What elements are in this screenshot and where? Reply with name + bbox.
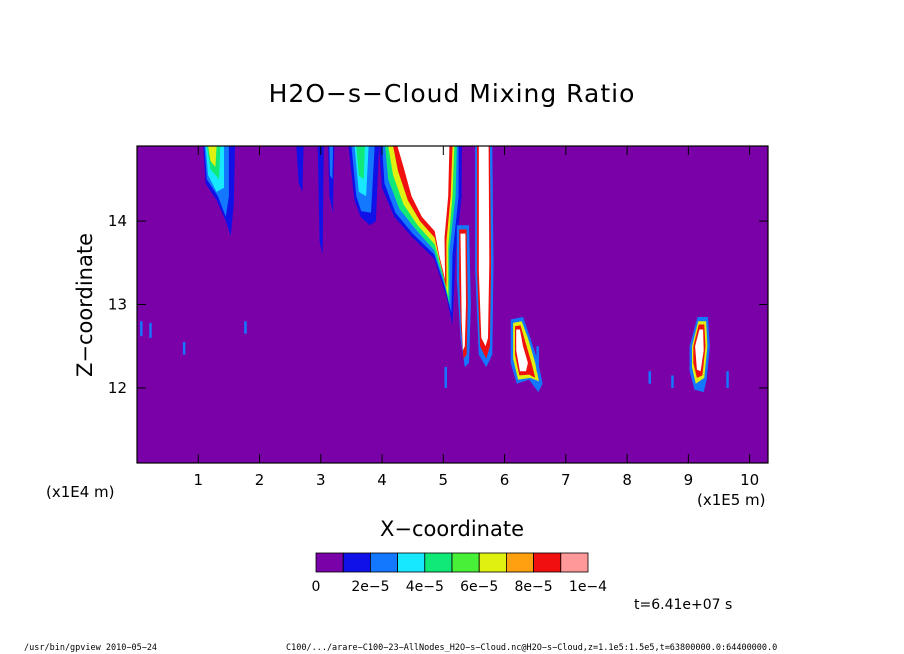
- contour-speck: [140, 321, 143, 337]
- contour-speck: [149, 322, 152, 338]
- colorbar-swatch: [342, 552, 371, 573]
- footer-left: /usr/bin/gpview 2010−05−24: [24, 643, 157, 653]
- colorbar-label: 6e−5: [460, 579, 498, 595]
- contour-level-max: [397, 146, 450, 280]
- contour-speck: [244, 321, 247, 334]
- colorbar-label: 1e−4: [569, 579, 607, 595]
- x-tick-label: 10: [740, 471, 759, 489]
- y-tick-label: 14: [108, 212, 127, 230]
- colorbar-swatch: [397, 552, 426, 573]
- colorbar-swatch: [315, 552, 344, 573]
- x-unit-label: (x1E5 m): [697, 491, 766, 509]
- x-axis: 1 2 3 4 5 6 7 8 9 10: [193, 146, 759, 489]
- x-tick-label: 2: [255, 471, 265, 489]
- contour-level-max: [695, 329, 704, 372]
- contour-level-max: [478, 146, 490, 347]
- colorbar-label: 2e−5: [351, 579, 389, 595]
- contour-level: [329, 146, 333, 180]
- y-tick-label: 13: [108, 296, 127, 314]
- colorbar-label: 0: [312, 579, 321, 595]
- contour-level-max: [516, 329, 528, 372]
- x-tick-label: 4: [377, 471, 387, 489]
- x-axis-title: X−coordinate: [380, 517, 524, 541]
- contour-speck: [671, 375, 674, 388]
- footer-right: C100/.../arare−C100−23−AllNodes_H2O−s−Cl…: [286, 643, 777, 653]
- contour-level: [356, 146, 365, 180]
- contour-speck: [444, 367, 447, 388]
- contour-level: [328, 146, 335, 213]
- colorbar-swatch: [451, 552, 480, 573]
- contour-level: [296, 146, 304, 192]
- contour-fills: [140, 146, 729, 393]
- colorbar-swatch: [424, 552, 453, 573]
- contour-level: [317, 146, 324, 255]
- contour-speck: [648, 371, 651, 384]
- colorbar-label: 8e−5: [515, 579, 553, 595]
- colorbar-swatch: [505, 552, 534, 573]
- x-tick-label: 6: [500, 471, 510, 489]
- x-tick-label: 5: [439, 471, 449, 489]
- contour-speck: [182, 342, 186, 355]
- contour-speck: [726, 371, 729, 388]
- y-unit-label: (x1E4 m): [46, 483, 115, 501]
- contour-speck: [536, 346, 539, 372]
- colorbar-swatch: [560, 552, 589, 573]
- colorbar: 0 2e−5 4e−5 6e−5 8e−5 1e−4: [312, 552, 607, 595]
- contour-level-max: [460, 233, 466, 351]
- chart-title: H2O−s−Cloud Mixing Ratio: [269, 79, 636, 108]
- x-tick-label: 8: [622, 471, 632, 489]
- x-tick-label: 9: [684, 471, 694, 489]
- contour-level: [208, 146, 217, 167]
- colorbar-label: 4e−5: [406, 579, 444, 595]
- x-tick-label: 3: [316, 471, 326, 489]
- colorbar-swatch: [533, 552, 562, 573]
- colorbar-swatch: [369, 552, 398, 573]
- x-tick-label: 7: [561, 471, 571, 489]
- y-tick-label: 12: [108, 379, 127, 397]
- y-axis: 12 13 14: [108, 212, 768, 397]
- y-axis-title: Z−coordinate: [73, 233, 97, 377]
- time-annotation: t=6.41e+07 s: [634, 597, 732, 613]
- x-tick-label: 1: [193, 471, 203, 489]
- colorbar-swatch: [478, 552, 507, 573]
